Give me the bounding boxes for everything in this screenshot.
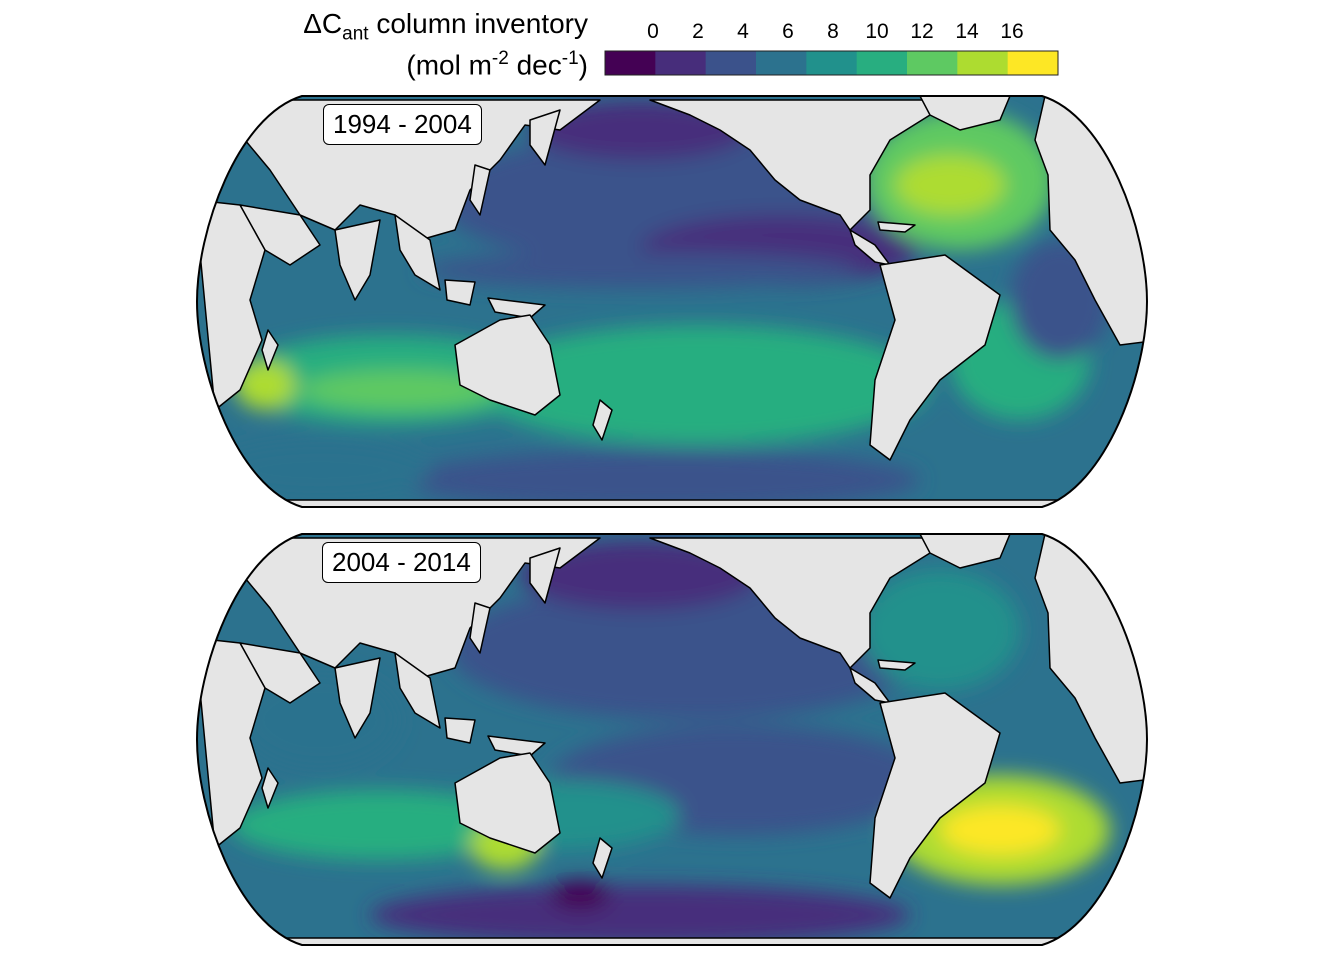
land-greenland: [919, 96, 1011, 131]
tick-label: 0: [647, 20, 659, 43]
legend-title: ΔCant column inventory: [303, 8, 588, 46]
legend-units: (mol m-2 dec-1): [406, 48, 588, 81]
land-central-america: [849, 229, 891, 266]
tick-label: 2: [692, 20, 704, 43]
panel-label-bottom: 2004 - 2014: [322, 542, 481, 583]
land-caribbean: [877, 221, 916, 233]
map-outline: [195, 533, 1149, 946]
land-new-zealand: [592, 399, 613, 441]
land-kamchatka: [529, 547, 561, 604]
land-japan: [469, 164, 491, 216]
land-kamchatka: [529, 109, 561, 166]
land-south-america: [869, 254, 1001, 461]
tick-label: 6: [782, 20, 794, 43]
colorbar-border: [604, 50, 1059, 76]
land-new-zealand: [592, 837, 613, 879]
land-australia: [454, 314, 561, 416]
colorbar-swatch: [1007, 51, 1059, 75]
tick-label: 4: [737, 20, 749, 43]
colorbar-tick-labels: 0 2 4 6 8 10 12 14 16: [647, 20, 1024, 43]
land-southeast-asia: [394, 652, 441, 729]
land-australia: [454, 752, 561, 854]
land-caribbean: [877, 659, 916, 671]
colorbar-swatch: [907, 51, 958, 75]
colorbar-swatch: [856, 51, 908, 75]
land-borneo: [444, 717, 476, 744]
legend-symbol: ΔC: [303, 8, 343, 39]
units-part: (mol m: [406, 49, 492, 81]
colorbar: [604, 50, 1059, 76]
land-south-america: [869, 692, 1001, 899]
colorbar-swatch: [957, 51, 1009, 75]
colorbar-swatch: [806, 51, 858, 75]
legend-symbol-sub: ant: [342, 23, 369, 45]
legend-title-rest: column inventory: [368, 8, 588, 39]
colorbar-swatch: [605, 51, 656, 75]
units-sup: -2: [491, 48, 509, 69]
tick-label: 14: [955, 20, 979, 43]
map-panel-1994-2004: [195, 95, 1149, 508]
land-north-america: [649, 537, 991, 669]
land-southeast-asia: [394, 214, 441, 291]
land-madagascar: [261, 329, 279, 371]
land-borneo: [444, 279, 476, 306]
units-sup: -1: [561, 48, 579, 69]
colorbar-swatch: [655, 51, 707, 75]
units-part: dec: [508, 49, 562, 81]
panel-label-top: 1994 - 2004: [323, 104, 482, 145]
land-japan: [469, 602, 491, 654]
land-north-america: [649, 99, 991, 231]
land-india: [334, 657, 381, 739]
land-central-america: [849, 667, 891, 704]
units-part: ): [578, 49, 588, 81]
land-madagascar: [261, 767, 279, 809]
tick-label: 12: [910, 20, 933, 43]
colorbar-swatch: [756, 51, 807, 75]
tick-label: 8: [827, 20, 839, 43]
map-outline: [195, 95, 1149, 508]
map-panel-2004-2014: [195, 533, 1149, 946]
land-india: [334, 219, 381, 301]
land-greenland: [919, 534, 1011, 569]
colorbar-swatch: [705, 51, 757, 75]
tick-label: 16: [1000, 20, 1023, 43]
tick-label: 10: [865, 20, 888, 43]
